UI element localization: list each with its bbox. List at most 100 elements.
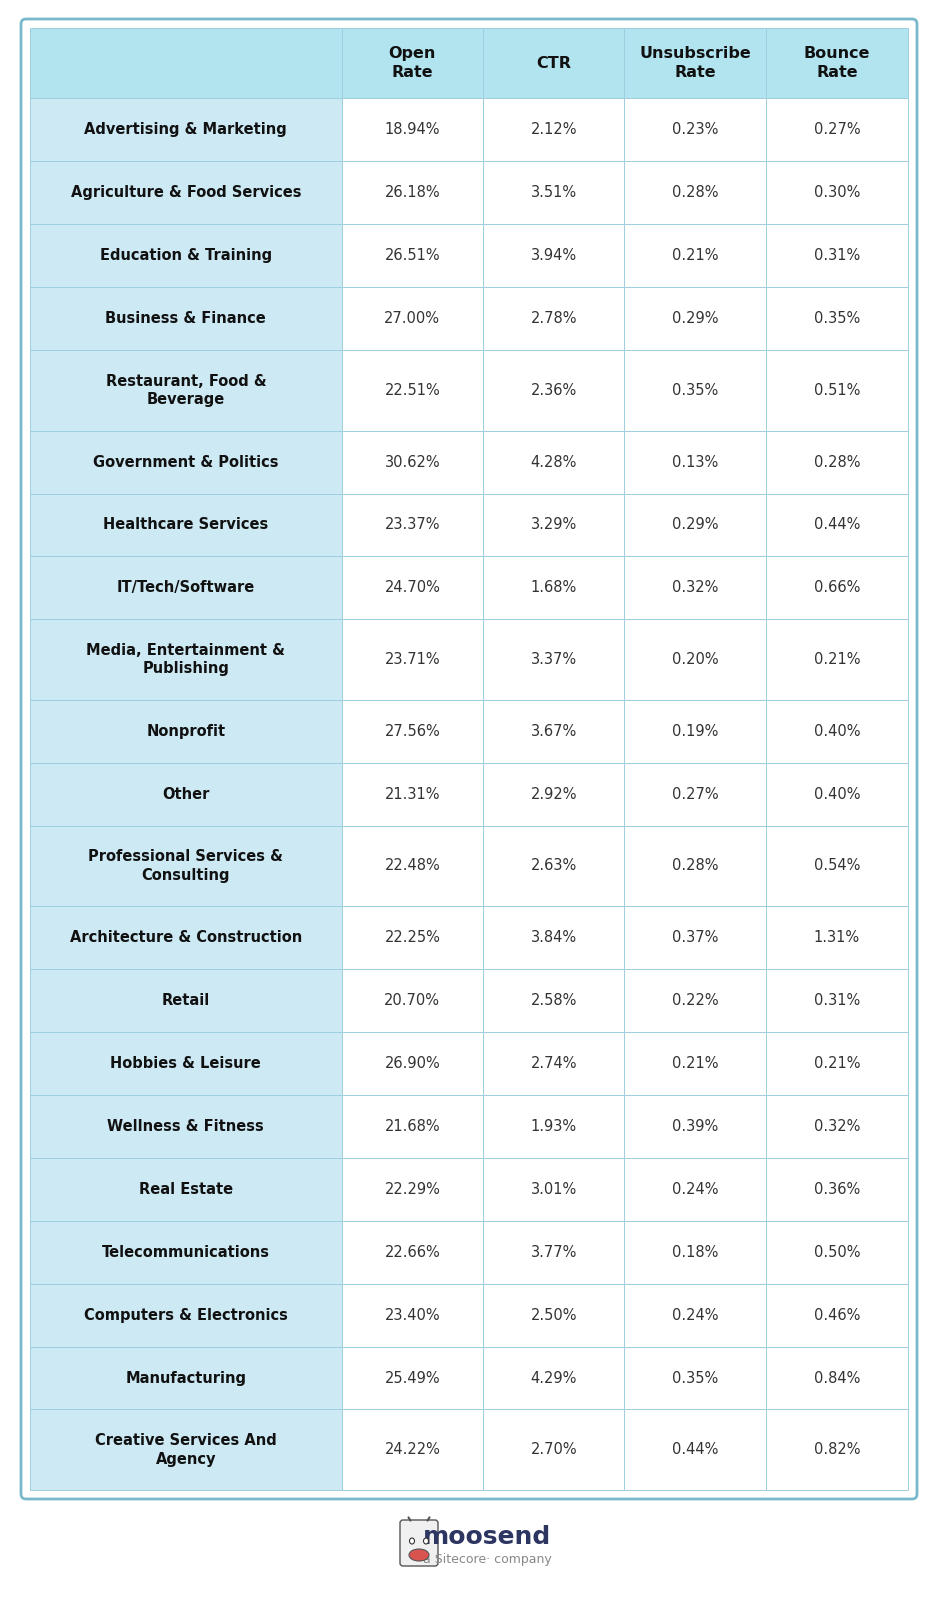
Bar	[30, 826, 341, 906]
Text: Business & Finance: Business & Finance	[105, 310, 266, 326]
Bar	[30, 162, 341, 224]
Bar	[483, 1094, 625, 1158]
Text: 0.36%: 0.36%	[814, 1182, 860, 1197]
Ellipse shape	[409, 1549, 429, 1562]
Bar	[625, 1347, 765, 1410]
Text: 3.51%: 3.51%	[531, 186, 577, 200]
Text: 23.40%: 23.40%	[385, 1307, 440, 1323]
Bar	[483, 699, 625, 763]
Text: 2.70%: 2.70%	[530, 1442, 577, 1458]
Text: 27.56%: 27.56%	[385, 723, 440, 739]
Text: 0.24%: 0.24%	[672, 1182, 719, 1197]
Bar	[30, 763, 341, 826]
Text: 0.29%: 0.29%	[672, 310, 719, 326]
Bar	[341, 619, 483, 699]
Text: Other: Other	[162, 787, 209, 802]
Bar	[483, 350, 625, 430]
Bar	[483, 1283, 625, 1347]
Bar	[30, 1347, 341, 1410]
Text: Open
Rate: Open Rate	[388, 46, 436, 80]
Bar	[483, 1410, 625, 1490]
Text: 24.22%: 24.22%	[385, 1442, 440, 1458]
Bar	[765, 493, 908, 557]
Bar	[341, 1094, 483, 1158]
Text: Bounce
Rate: Bounce Rate	[804, 46, 870, 80]
Bar	[765, 224, 908, 286]
Bar	[341, 826, 483, 906]
Text: 0.27%: 0.27%	[672, 787, 719, 802]
Text: IT/Tech/Software: IT/Tech/Software	[116, 581, 255, 595]
Bar	[765, 970, 908, 1032]
Bar	[625, 826, 765, 906]
Text: 0.32%: 0.32%	[672, 581, 719, 595]
Text: 22.66%: 22.66%	[385, 1245, 440, 1259]
Text: 0.28%: 0.28%	[672, 186, 719, 200]
Text: Real Estate: Real Estate	[139, 1182, 233, 1197]
Bar	[30, 493, 341, 557]
Text: 0.29%: 0.29%	[672, 517, 719, 533]
Text: 0.18%: 0.18%	[672, 1245, 719, 1259]
Text: 3.37%: 3.37%	[531, 653, 577, 667]
Bar	[765, 1158, 908, 1221]
Text: 0.44%: 0.44%	[813, 517, 860, 533]
Bar	[30, 350, 341, 430]
Text: 24.70%: 24.70%	[385, 581, 440, 595]
Bar	[765, 286, 908, 350]
Text: 4.29%: 4.29%	[531, 1371, 577, 1386]
Text: Creative Services And
Agency: Creative Services And Agency	[95, 1434, 277, 1467]
Text: 0.19%: 0.19%	[672, 723, 719, 739]
Bar	[625, 1410, 765, 1490]
Bar	[30, 1032, 341, 1094]
Bar	[625, 1158, 765, 1221]
Bar	[341, 430, 483, 493]
Bar	[625, 1283, 765, 1347]
Text: 0.23%: 0.23%	[672, 123, 719, 138]
Bar	[30, 619, 341, 699]
Bar	[483, 1032, 625, 1094]
Text: 0.82%: 0.82%	[813, 1442, 860, 1458]
Text: 0.54%: 0.54%	[813, 859, 860, 874]
Text: Advertising & Marketing: Advertising & Marketing	[84, 123, 287, 138]
Bar	[625, 699, 765, 763]
Bar	[625, 350, 765, 430]
Bar	[341, 350, 483, 430]
Text: 0.35%: 0.35%	[672, 382, 719, 398]
FancyBboxPatch shape	[400, 1520, 438, 1566]
Text: 0.84%: 0.84%	[813, 1371, 860, 1386]
Bar	[341, 162, 483, 224]
Text: 2.63%: 2.63%	[531, 859, 577, 874]
Bar	[765, 619, 908, 699]
Text: 3.77%: 3.77%	[531, 1245, 577, 1259]
Text: 22.29%: 22.29%	[385, 1182, 440, 1197]
Bar	[483, 557, 625, 619]
Bar	[765, 1347, 908, 1410]
Bar	[483, 224, 625, 286]
Text: 26.18%: 26.18%	[385, 186, 440, 200]
Text: 0.32%: 0.32%	[813, 1118, 860, 1134]
Text: 2.58%: 2.58%	[531, 994, 577, 1008]
Text: 25.49%: 25.49%	[385, 1371, 440, 1386]
Text: 0.21%: 0.21%	[672, 248, 719, 264]
Bar	[765, 826, 908, 906]
Bar	[625, 493, 765, 557]
Text: Restaurant, Food &
Beverage: Restaurant, Food & Beverage	[106, 373, 266, 406]
Text: 3.29%: 3.29%	[531, 517, 577, 533]
Text: 0.24%: 0.24%	[672, 1307, 719, 1323]
Bar	[341, 99, 483, 162]
Bar	[625, 557, 765, 619]
Text: 2.36%: 2.36%	[531, 382, 577, 398]
Text: 3.84%: 3.84%	[531, 930, 577, 946]
Bar	[30, 99, 341, 162]
Text: 4.28%: 4.28%	[531, 454, 577, 469]
Bar	[30, 27, 341, 99]
Text: 0.66%: 0.66%	[813, 581, 860, 595]
Bar	[30, 1283, 341, 1347]
Bar	[765, 162, 908, 224]
Bar	[483, 493, 625, 557]
Bar	[30, 224, 341, 286]
Text: 21.31%: 21.31%	[385, 787, 440, 802]
Text: a Sitecore· company: a Sitecore· company	[423, 1552, 552, 1565]
Text: 2.12%: 2.12%	[531, 123, 577, 138]
Text: 0.21%: 0.21%	[813, 653, 860, 667]
Bar	[30, 557, 341, 619]
